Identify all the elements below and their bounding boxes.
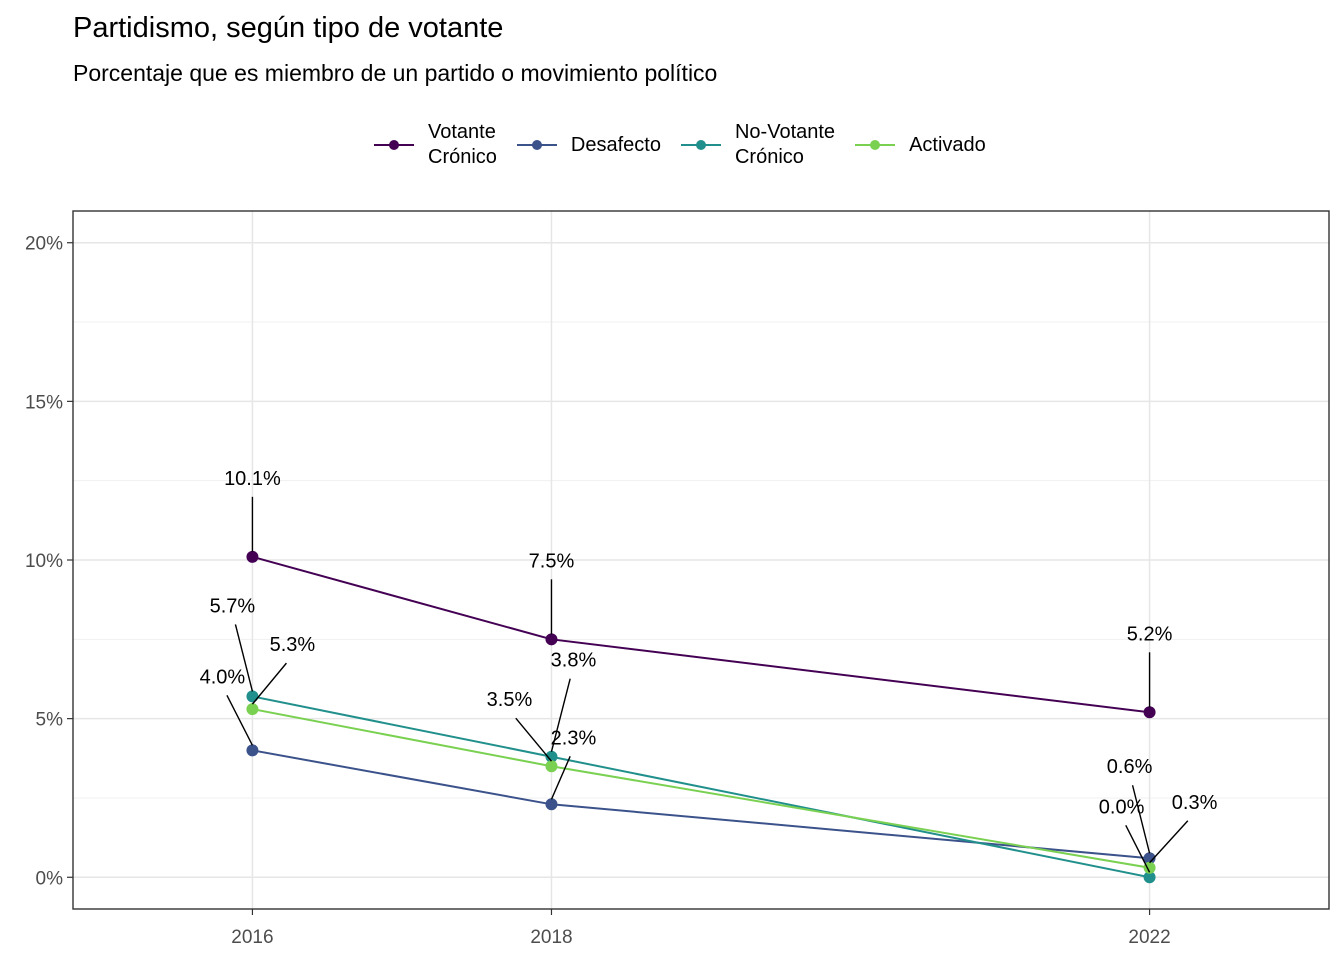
legend-key: [679, 135, 723, 155]
data-label: 3.5%: [487, 689, 533, 711]
label-leader-line: [234, 624, 254, 692]
legend: Votante Crónico Desafecto No-Votante Cró…: [372, 118, 1004, 172]
data-point: [1143, 852, 1156, 865]
data-point: [545, 633, 558, 646]
x-tick-label: 2022: [1128, 927, 1170, 948]
legend-label: No-Votante Crónico: [734, 121, 836, 168]
data-point: [246, 703, 259, 716]
legend-label: Activado: [909, 133, 986, 156]
data-point: [545, 750, 558, 763]
data-label: 2.3%: [551, 727, 597, 749]
data-label: 5.3%: [270, 634, 316, 656]
legend-label: Desafecto: [570, 133, 661, 156]
label-leader-line: [550, 678, 571, 752]
label-leader-line: [1131, 785, 1151, 854]
series-line: [252, 555, 1150, 714]
plot-panel-border: [72, 210, 1330, 910]
data-point: [246, 690, 259, 703]
label-leader-line: [1149, 820, 1189, 864]
legend-label: Votante Crónico: [428, 121, 497, 168]
data-point: [545, 798, 558, 811]
legend-key: [515, 135, 559, 155]
data-point: [1143, 871, 1156, 884]
data-point: [545, 760, 558, 773]
label-leader-line: [550, 756, 571, 800]
data-label: 3.8%: [551, 650, 597, 672]
legend-key: [853, 135, 897, 155]
legend-key: [372, 135, 416, 155]
data-label: 0.3%: [1172, 792, 1218, 814]
chart-title: Partidismo, según tipo de votante: [73, 12, 504, 44]
data-point: [246, 744, 259, 757]
series-line: [252, 749, 1150, 860]
y-tick-label: 10%: [25, 551, 63, 572]
label-leader-line: [515, 717, 553, 762]
label-leader-line: [1125, 824, 1151, 873]
y-tick-label: 0%: [36, 868, 64, 889]
data-point: [1143, 706, 1156, 719]
data-label: 10.1%: [224, 468, 281, 490]
x-tick-label: 2018: [530, 927, 572, 948]
label-leader-line: [226, 695, 254, 746]
data-point: [246, 550, 259, 563]
legend-item-no-votante-cronico: No-Votante Crónico: [679, 120, 835, 170]
y-tick-label: 20%: [25, 234, 63, 255]
data-label: 0.0%: [1099, 796, 1145, 818]
y-tick-label: 15%: [25, 392, 63, 413]
data-label: 4.0%: [200, 666, 246, 688]
data-label: 5.7%: [210, 595, 256, 617]
legend-item-votante-cronico: Votante Crónico: [372, 120, 497, 170]
data-label: 7.5%: [529, 550, 575, 572]
series-line: [252, 695, 1150, 879]
label-leader-line: [251, 662, 287, 705]
chart-subtitle: Porcentaje que es miembro de un partido …: [73, 60, 718, 86]
x-tick-label: 2016: [231, 927, 273, 948]
legend-item-activado: Activado: [853, 133, 986, 158]
y-tick-label: 5%: [36, 710, 64, 731]
data-label: 5.2%: [1127, 623, 1173, 645]
data-label: 0.6%: [1107, 756, 1153, 778]
series-line: [252, 708, 1150, 869]
legend-item-desafecto: Desafecto: [515, 133, 661, 158]
data-point: [1143, 861, 1156, 874]
